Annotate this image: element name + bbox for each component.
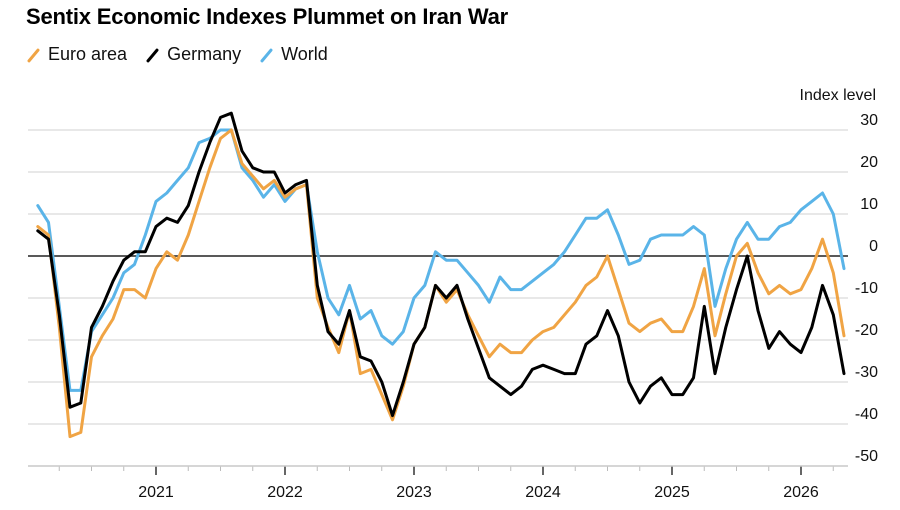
chart-title: Sentix Economic Indexes Plummet on Iran … bbox=[26, 4, 509, 29]
y-tick-label: 0 bbox=[869, 238, 878, 255]
x-tick-label: 2026 bbox=[783, 484, 819, 501]
series-line-germany bbox=[36, 111, 846, 418]
x-tick-label: 2025 bbox=[654, 484, 690, 501]
x-tick-label: 2023 bbox=[396, 484, 432, 501]
y-tick-label: 10 bbox=[860, 196, 878, 213]
y-tick-label: -20 bbox=[855, 322, 878, 339]
y-tick-label: -30 bbox=[855, 364, 878, 381]
legend-label: Germany bbox=[167, 44, 242, 64]
x-tick-label: 2024 bbox=[525, 484, 561, 501]
legend: Euro area Germany World bbox=[26, 44, 328, 65]
x-tick-label: 2022 bbox=[267, 484, 303, 501]
legend-item-euro-area: Euro area bbox=[26, 44, 127, 65]
series bbox=[36, 111, 846, 439]
y-tick-label: 30 bbox=[860, 112, 878, 129]
legend-item-world: World bbox=[259, 44, 328, 65]
y-tick-label: -10 bbox=[855, 280, 878, 297]
x-tick-label: 2021 bbox=[138, 484, 174, 501]
y-axis: Index level 30 20 10 0 -10 -20 -30 -40 -50 bbox=[800, 87, 879, 465]
legend-label: World bbox=[281, 44, 328, 64]
x-axis: 2021 2022 2023 2024 2025 2026 bbox=[28, 465, 848, 501]
gridlines bbox=[28, 129, 848, 467]
series-line-world bbox=[36, 128, 846, 392]
legend-item-germany: Germany bbox=[145, 44, 241, 65]
y-axis-label: Index level bbox=[800, 87, 877, 104]
y-tick-label: -50 bbox=[855, 448, 878, 465]
y-tick-label: -40 bbox=[855, 406, 878, 423]
legend-label: Euro area bbox=[48, 44, 128, 64]
y-tick-label: 20 bbox=[860, 154, 878, 171]
